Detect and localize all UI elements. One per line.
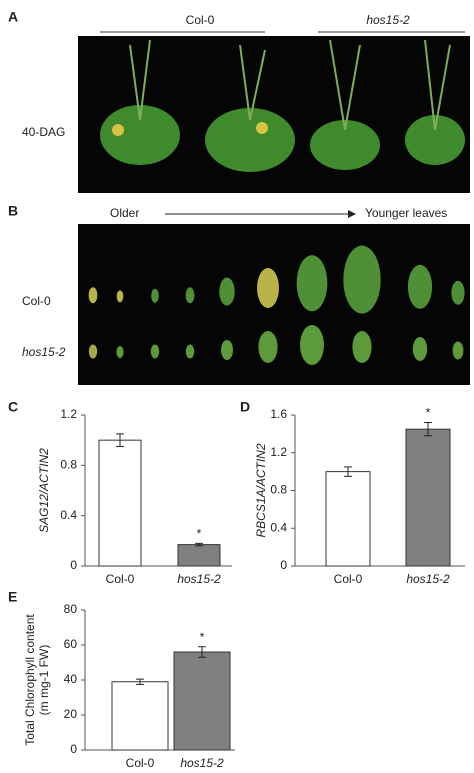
x-tick-label: hos15-2 (177, 572, 221, 586)
leaf (258, 331, 278, 363)
y-tick-label: 1.6 (270, 407, 287, 421)
panel-label: D (240, 399, 250, 415)
leaf (88, 287, 98, 304)
group-label: Col-0 (186, 13, 215, 27)
plants (100, 39, 465, 172)
plant (405, 115, 465, 165)
y-tick-label: 1.2 (60, 407, 77, 421)
plant (100, 105, 180, 165)
leaf (88, 344, 98, 359)
panel-label: E (8, 589, 17, 605)
plant (310, 120, 380, 170)
y-tick-label: 0.4 (270, 520, 287, 534)
y-tick-label: 40 (64, 672, 78, 686)
bar (111, 681, 169, 751)
x-tick-label: Col-0 (334, 572, 363, 586)
bar (98, 439, 142, 567)
row-label: 40-DAG (22, 125, 65, 139)
leaf (296, 255, 328, 312)
bar (173, 651, 231, 751)
leaf (151, 288, 159, 303)
y-tick-label: 0.8 (270, 483, 287, 497)
leaf (221, 340, 233, 360)
x-tick-label: Col-0 (106, 572, 135, 586)
y-axis-label: RBCS1A/ACTIN2 (254, 443, 268, 537)
leaf (343, 245, 381, 314)
leaf (116, 346, 124, 358)
y-tick-label: 80 (64, 602, 78, 616)
x-tick-label: hos15-2 (406, 572, 450, 586)
panel-label: C (8, 399, 18, 415)
leaf (257, 268, 279, 308)
y-tick-label: 20 (64, 707, 78, 721)
panel-label: A (8, 9, 18, 25)
bar (325, 471, 371, 567)
plant (205, 108, 295, 172)
leaf (300, 325, 324, 365)
annotation: * (200, 630, 205, 644)
y-tick-label: 60 (64, 637, 78, 651)
annotation: * (197, 527, 202, 541)
bar (177, 544, 221, 567)
annotation: * (426, 406, 431, 420)
stems (129, 39, 451, 131)
y-tick-label: 0 (70, 742, 77, 756)
leaf (116, 290, 124, 303)
yellow-leaf (256, 122, 268, 134)
row-label: hos15-2 (22, 345, 66, 359)
y-tick-label: 0.4 (60, 508, 77, 522)
group-label: hos15-2 (366, 13, 410, 27)
leaf (150, 344, 160, 359)
axis-start: Older (110, 206, 139, 220)
y-tick-label: 0 (70, 558, 77, 572)
leaf (452, 341, 464, 360)
axis-end: Younger leaves (365, 206, 447, 220)
row-label: Col-0 (22, 294, 51, 308)
leaf (451, 280, 465, 305)
y-tick-label: 0 (280, 558, 287, 572)
leaf (412, 337, 428, 361)
leaf (352, 331, 372, 363)
x-tick-label: Col-0 (126, 756, 155, 770)
leaf (219, 277, 235, 306)
leaf (407, 264, 433, 309)
arrow-head (348, 210, 356, 218)
y-axis-label: Total Chlorophyll content (23, 614, 37, 746)
x-tick-label: hos15-2 (180, 756, 224, 770)
leaf (185, 287, 195, 304)
yellow-leaf (112, 124, 124, 136)
y-tick-label: 1.2 (270, 445, 287, 459)
y-tick-label: 0.8 (60, 458, 77, 472)
panel-label: B (8, 203, 18, 219)
leaf (185, 344, 195, 359)
y-axis-label: SAG12/ACTIN2 (37, 448, 51, 533)
bar (405, 428, 451, 567)
y-axis-label: (m mg-1 FW) (37, 645, 51, 716)
leaves (88, 245, 465, 365)
